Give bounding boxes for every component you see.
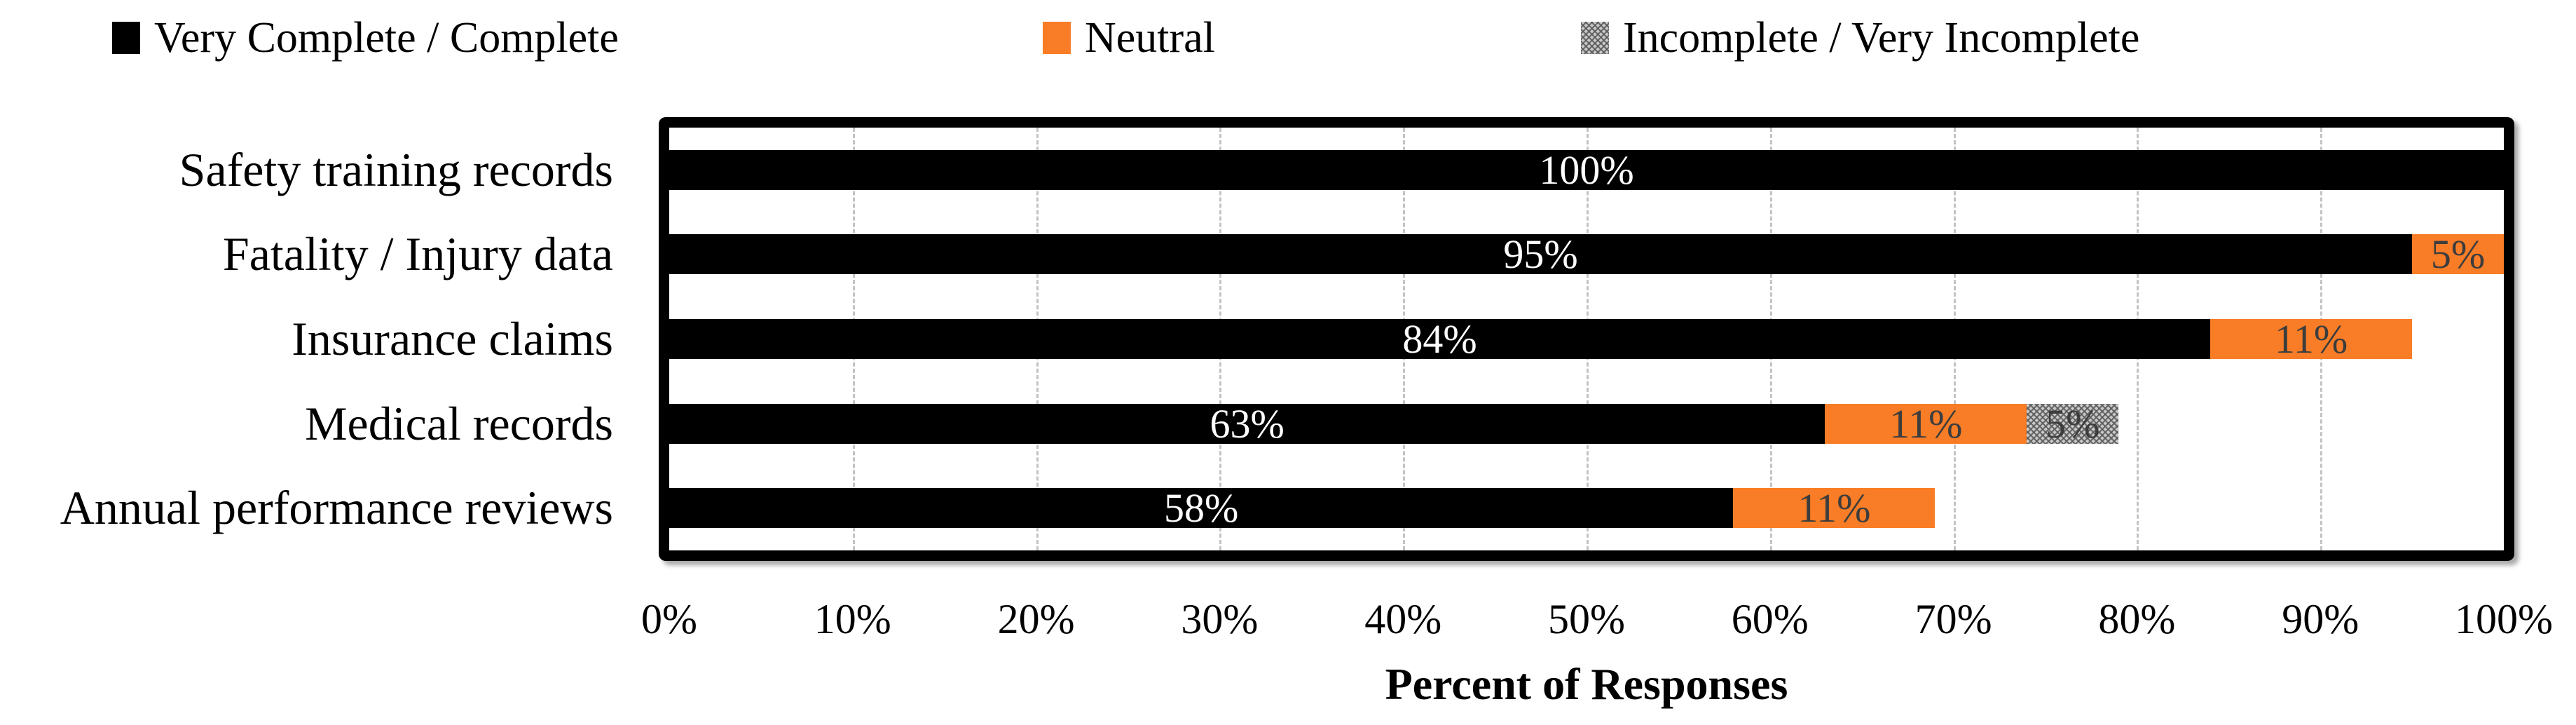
category-label: Annual performance reviews [60,481,613,535]
bar-segment-very-complete-complete: 63% [669,401,1825,447]
category-label: Insurance claims [292,311,613,365]
x-tick-label: 50% [1548,596,1625,642]
x-tick-label: 100% [2455,596,2553,642]
legend-item-very-complete-complete: Very Complete / Complete [112,8,619,67]
bar-segment-neutral: 11% [1825,401,2027,447]
bar-segment-label: 63% [1210,400,1284,447]
legend-item-neutral: Neutral [1043,8,1215,67]
legend-label: Incomplete / Very Incomplete [1623,14,2140,62]
bars: 100% 95% 5% 84% 11% 63% 11% 5% 58% 11% [669,128,2504,550]
bar-segment-label: 5% [2430,231,2486,278]
bar-row: 63% 11% 5% [669,381,2504,466]
plot-inner: 100% 95% 5% 84% 11% 63% 11% 5% 58% 11% [669,128,2504,550]
legend-swatch-neutral-icon [1043,22,1071,54]
category-labels: Safety training records Fatality / Injury… [0,128,627,550]
bar-segment-label: 11% [2275,316,2348,362]
x-tick-label: 20% [997,596,1075,642]
bar-segment-label: 11% [1797,485,1871,531]
bar-medical-records: 63% 11% 5% [669,401,2504,447]
bar-segment-very-complete-complete: 58% [669,485,1734,531]
legend: Very Complete / Complete Neutral Incomplet… [0,8,2576,67]
x-tick-label: 90% [2282,596,2359,642]
legend-item-incomplete-very-incomplete: Incomplete / Very Incomplete [1581,8,2139,67]
bar-segment-label: 58% [1164,485,1239,531]
bar-segment-label: 11% [1889,400,1963,447]
bar-segment-label: 84% [1402,316,1477,362]
category-label: Medical records [305,396,613,450]
bar-segment-neutral: 5% [2412,231,2504,277]
x-tick-label: 80% [2098,596,2176,642]
category-label: Fatality / Injury data [222,227,613,281]
bar-segment-label: 5% [2046,400,2100,447]
x-axis-title: Percent of Responses [1385,659,1788,709]
legend-swatch-incomplete-very-incomplete-icon [1581,22,1609,54]
x-tick-label: 70% [1914,596,1992,642]
bar-row: 58% 11% [669,466,2504,550]
bar-insurance-claims: 84% 11% [669,316,2504,362]
x-tick-label: 0% [641,596,697,642]
bar-row: 100% [669,128,2504,212]
x-tick-label: 60% [1731,596,1809,642]
bar-segment-very-complete-complete: 84% [669,316,2211,362]
x-tick-label: 40% [1364,596,1442,642]
legend-swatch-very-complete-complete-icon [112,22,140,54]
bar-safety-training-records: 100% [669,147,2504,193]
plot-area: 100% 95% 5% 84% 11% 63% 11% 5% 58% 11% [659,117,2514,561]
bar-segment-very-complete-complete: 95% [669,231,2413,277]
category-label: Safety training records [179,142,613,196]
x-ticks: 0% 10% 20% 30% 40% 50% 60% 70% 80% 90% 100% [641,593,2553,645]
bar-segment-neutral: 11% [1733,485,1936,531]
bar-row: 84% 11% [669,297,2504,381]
bar-segment-very-complete-complete: 100% [669,147,2504,193]
bar-row: 95% 5% [669,212,2504,297]
bar-segment-label: 100% [1539,147,1634,193]
legend-label: Neutral [1085,14,1215,62]
bar-segment-neutral: 11% [2210,316,2413,362]
bar-annual-performance-reviews: 58% 11% [669,485,2504,531]
bar-segment-label: 95% [1503,231,1578,278]
legend-label: Very Complete / Complete [154,14,619,62]
x-tick-label: 30% [1181,596,1259,642]
bar-segment-incomplete-very-incomplete: 5% [2027,401,2119,447]
bar-fatality-injury-data: 95% 5% [669,231,2504,277]
x-tick-label: 10% [814,596,891,642]
